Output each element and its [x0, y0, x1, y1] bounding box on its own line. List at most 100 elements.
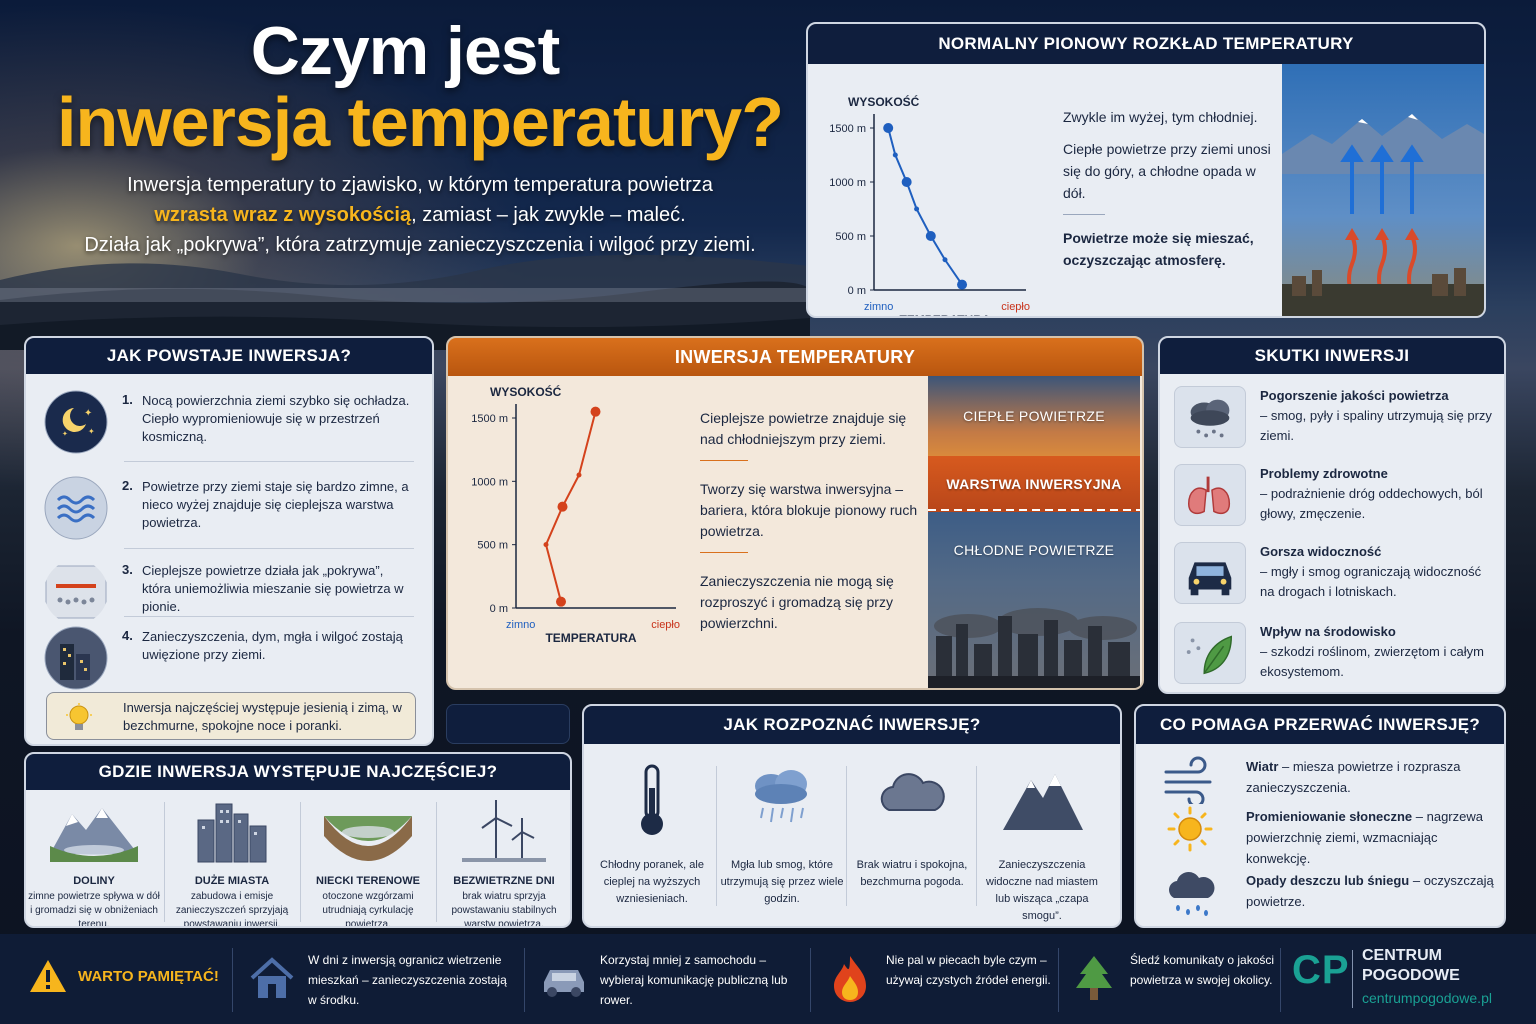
mountain-icon [1003, 774, 1083, 830]
recognize-panel: JAK ROZPOZNAĆ INWERSJĘ? Chłodny poranek,… [582, 704, 1122, 928]
car-icon [1174, 542, 1246, 604]
break-head: Wiatr [1246, 759, 1279, 774]
normal-text1: Zwykle im wyżej, tym chłodniej. [1063, 109, 1258, 125]
where-panel-title: GDZIE INWERSJA WYSTĘPUJE NAJCZĘŚCIEJ? [26, 754, 570, 790]
divider [976, 766, 977, 906]
recognize-item-cold-morning: Chłodny poranek, ale cieplej na wyższych… [588, 754, 716, 924]
divider [700, 460, 748, 461]
where-item-valleys: DOLINY zimne powietrze spływa w dół i gr… [26, 794, 162, 926]
chart-y-tick-label: 1500 m [471, 413, 508, 425]
effect-text: Wpływ na środowisko – szkodzi roślinom, z… [1260, 622, 1496, 682]
effect-head: Pogorszenie jakości powietrza [1260, 388, 1449, 403]
normal-text3: Powietrze może się mieszać, oczyszczając… [1063, 230, 1254, 268]
chart-point [556, 596, 566, 607]
chart-x-label: TEMPERATURA [545, 631, 636, 645]
break-desc: – nagrzewa powierzchnię ziemi, wzmacniaj… [1246, 809, 1483, 866]
break-text: Opady deszczu lub śniegu – oczyszczają p… [1246, 870, 1496, 912]
effects-panel: SKUTKI INWERSJI Pogorszenie jakości powi… [1158, 336, 1506, 694]
divider [164, 802, 165, 922]
inversion-text1: Cieplejsze powietrze znajduje się nad ch… [700, 410, 907, 447]
wind-turbine-icon [462, 800, 546, 862]
leaf-icon [1174, 622, 1246, 684]
lungs-icon [1174, 464, 1246, 526]
chart-y-label: WYSOKOŚĆ [848, 94, 920, 109]
chart-point [957, 279, 968, 290]
effect-item-health: Problemy zdrowotne – podrażnienie dróg od… [1174, 460, 1500, 532]
recognize-text: Zanieczyszczenia widoczne nad miastem lu… [986, 859, 1098, 922]
house-icon [250, 957, 294, 998]
thermometer-icon [641, 764, 663, 835]
tip-text: Inwersja najczęściej występuje jesienią … [123, 700, 402, 733]
page-title-line1: Czym jest [250, 13, 560, 89]
inversion-profile-chart: WYSOKOŚĆ 0 m 500 m 1000 m 1500 m zimno ciepło T… [471, 384, 680, 645]
divider [1280, 948, 1281, 1012]
footer-tip-text: Korzystaj mniej z samochodu – wybieraj k… [600, 953, 788, 1007]
step-number: 4. [122, 628, 133, 643]
where-item-windless: BEZWIETRZNE DNI brak wiatru sprzyja pows… [436, 794, 570, 926]
how-step-4: 4. Zanieczyszczenia, dym, mgła i wilgoć … [44, 624, 424, 690]
car-icon [544, 970, 584, 997]
svg-text:✦: ✦ [62, 430, 68, 438]
effect-desc: – smog, pyły i spaliny utrzymują się prz… [1260, 408, 1492, 443]
effect-item-environment: Wpływ na środowisko – szkodzi roślinom, z… [1174, 618, 1500, 690]
where-text: zabudowa i emisje zanieczyszczeń sprzyja… [175, 891, 289, 928]
sun-icon [1167, 806, 1213, 852]
footer-bar: WARTO PAMIĘTAĆ! W dni z inwersją ogranic… [0, 934, 1536, 1024]
inversion-panel-text: Cieplejsze powietrze znajduje się nad ch… [700, 408, 926, 640]
recognize-item-fog: Mgła lub smog, które utrzymują się przez… [718, 754, 846, 924]
chart-point [590, 406, 601, 417]
layer-inversion: WARSTWA INWERSYJNA [928, 456, 1140, 512]
chart-point [557, 501, 568, 512]
break-desc: – miesza powietrze i rozprasza zanieczys… [1246, 759, 1461, 795]
how-step-2: 2. Powietrze przy ziemi staje się bardzo… [44, 474, 424, 540]
decorative-navy-box [446, 704, 570, 744]
how-panel-title: JAK POWSTAJE INWERSJA? [26, 338, 432, 374]
air-layers-illustration: CIEPŁE POWIETRZE WARSTWA INWERSYJNA CHŁO… [928, 376, 1140, 688]
break-head: Opady deszczu lub śniegu [1246, 873, 1410, 888]
how-step-3: 3. Cieplejsze powietrze działa jak „pokr… [44, 558, 424, 622]
rising-air-illustration [1282, 64, 1484, 316]
break-item-rain: Opady deszczu lub śniegu – oczyszczają p… [1162, 866, 1502, 922]
divider [1063, 214, 1105, 215]
chart-point [576, 472, 582, 478]
step-text: Zanieczyszczenia, dym, mgła i wilgoć zos… [142, 629, 403, 662]
divider [524, 948, 525, 1012]
chart-y-label: WYSOKOŚĆ [490, 384, 562, 399]
footer-tip-heating: Nie pal w piecach byle czym – używaj czy… [824, 948, 1064, 1012]
chart-point [914, 206, 920, 212]
chart-y-tick-label: 1000 m [829, 177, 866, 189]
where-item-cities: DUŻE MIASTA zabudowa i emisje zanieczysz… [164, 794, 300, 928]
footer-tip-car: Korzystaj mniej z samochodu – wybieraj k… [538, 948, 808, 1012]
intro-part1: Inwersja temperatury to zjawisko, w któr… [127, 174, 713, 196]
effect-desc: – mgły i smog ograniczają widoczność na … [1260, 564, 1482, 599]
rain-cloud-icon [1169, 872, 1215, 916]
normal-profile-chart: WYSOKOŚĆ 0 m 500 m 1000 m 1500 m zimno ciepło T… [829, 94, 1030, 316]
divider [436, 802, 437, 922]
break-head: Promieniowanie słoneczne [1246, 809, 1413, 824]
chart-x-cold-label: zimno [506, 619, 535, 631]
brand-url-link[interactable]: centrumpogodowe.pl [1362, 990, 1492, 1006]
intro-line3: Działa jak „pokrywa”, która zatrzymuje z… [84, 234, 756, 256]
where-head: NIECKI TERENOWE [316, 875, 420, 887]
divider [1058, 948, 1059, 1012]
chart-series-line [887, 127, 963, 286]
moon-stars-icon: ✦ ✦ ✦ [44, 390, 108, 454]
lid-layer-icon [45, 565, 107, 619]
effect-desc: – szkodzi roślinom, zwierzętom i całym e… [1260, 644, 1484, 679]
flame-icon [834, 956, 866, 1002]
chart-y-tick-label: 500 m [835, 231, 866, 243]
smog-cloud-icon [1174, 386, 1246, 448]
recognize-item-pollution: Zanieczyszczenia widoczne nad miastem lu… [978, 754, 1106, 924]
chart-x-warm-label: ciepło [651, 619, 680, 631]
chart-point [892, 152, 898, 158]
chart-point [942, 257, 948, 263]
inversion-text2: Tworzy się warstwa inwersyjna – bariera,… [700, 481, 918, 539]
intro-part2: , zamiast – jak zwykle – maleć. [411, 204, 686, 226]
svg-text:✦: ✦ [84, 408, 92, 419]
divider [1352, 950, 1353, 1008]
brand-logo: CP [1292, 948, 1350, 992]
chart-point [901, 177, 912, 187]
cloud-icon [880, 773, 945, 811]
cold-air-waves-icon [44, 476, 108, 540]
recognize-text: Mgła lub smog, które utrzymują się przez… [720, 859, 844, 905]
